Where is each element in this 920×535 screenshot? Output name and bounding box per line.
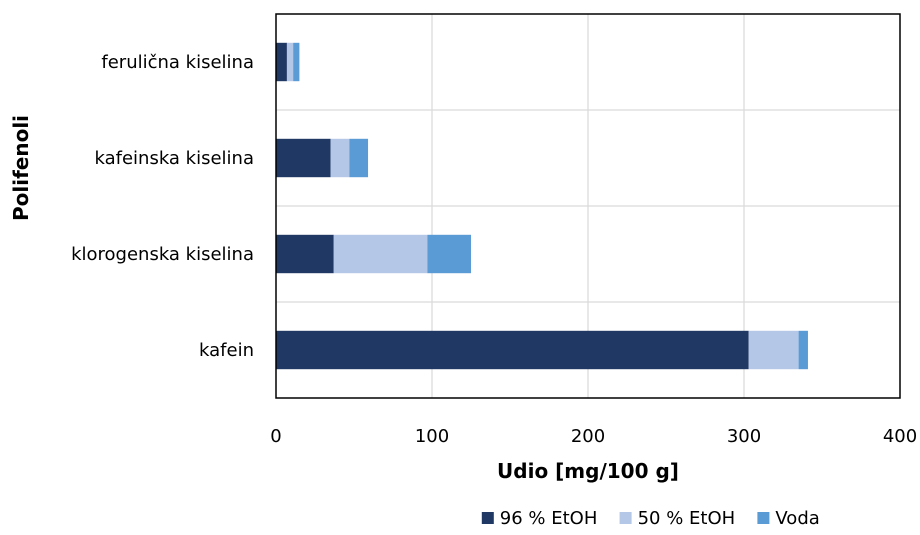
bar-segment <box>330 138 350 178</box>
x-tick-label: 400 <box>883 426 917 447</box>
legend-label: 50 % EtOH <box>638 508 736 529</box>
bar-segment <box>427 234 471 274</box>
bar-segment <box>286 42 294 82</box>
bar-segment <box>276 42 287 82</box>
bar-segment <box>293 42 300 82</box>
x-tick-label: 300 <box>727 426 761 447</box>
legend-item: 50 % EtOH <box>619 508 736 529</box>
bar-segment <box>276 138 331 178</box>
legend-label: Voda <box>775 508 819 529</box>
bars-group <box>276 42 808 370</box>
bar-segment <box>798 330 808 370</box>
bar-segment <box>276 234 334 274</box>
legend-swatch <box>757 512 770 524</box>
grid-lines <box>276 14 900 398</box>
plot-area-frame <box>275 13 901 399</box>
y-tick-label: ferulična kiselina <box>101 52 254 73</box>
legend-label: 96 % EtOH <box>500 508 598 529</box>
legend-item: 96 % EtOH <box>481 508 598 529</box>
y-tick-label: kafeinska kiselina <box>94 148 254 169</box>
legend-swatch <box>619 512 632 524</box>
legend-item: Voda <box>757 508 820 529</box>
bar-segment <box>276 330 749 370</box>
x-tick-label: 200 <box>571 426 605 447</box>
y-tick-label: klorogenska kiselina <box>71 244 254 265</box>
x-tick-label: 100 <box>415 426 449 447</box>
bar-segment <box>748 330 799 370</box>
x-axis-title: Udio [mg/100 g] <box>497 459 679 483</box>
x-tick-label: 0 <box>270 426 281 447</box>
legend-swatch <box>481 512 494 524</box>
y-tick-label: kafein <box>199 340 254 361</box>
x-axis-ticks: 0 100 200 300 400 <box>270 426 917 447</box>
legend: 96 % EtOH 50 % EtOH Voda <box>481 508 820 529</box>
y-axis-title: Polifenoli <box>9 115 33 221</box>
bar-segment <box>349 138 369 178</box>
bar-segment <box>333 234 428 274</box>
y-axis-ticks: kafein klorogenska kiselina kafeinska kise… <box>71 52 254 361</box>
